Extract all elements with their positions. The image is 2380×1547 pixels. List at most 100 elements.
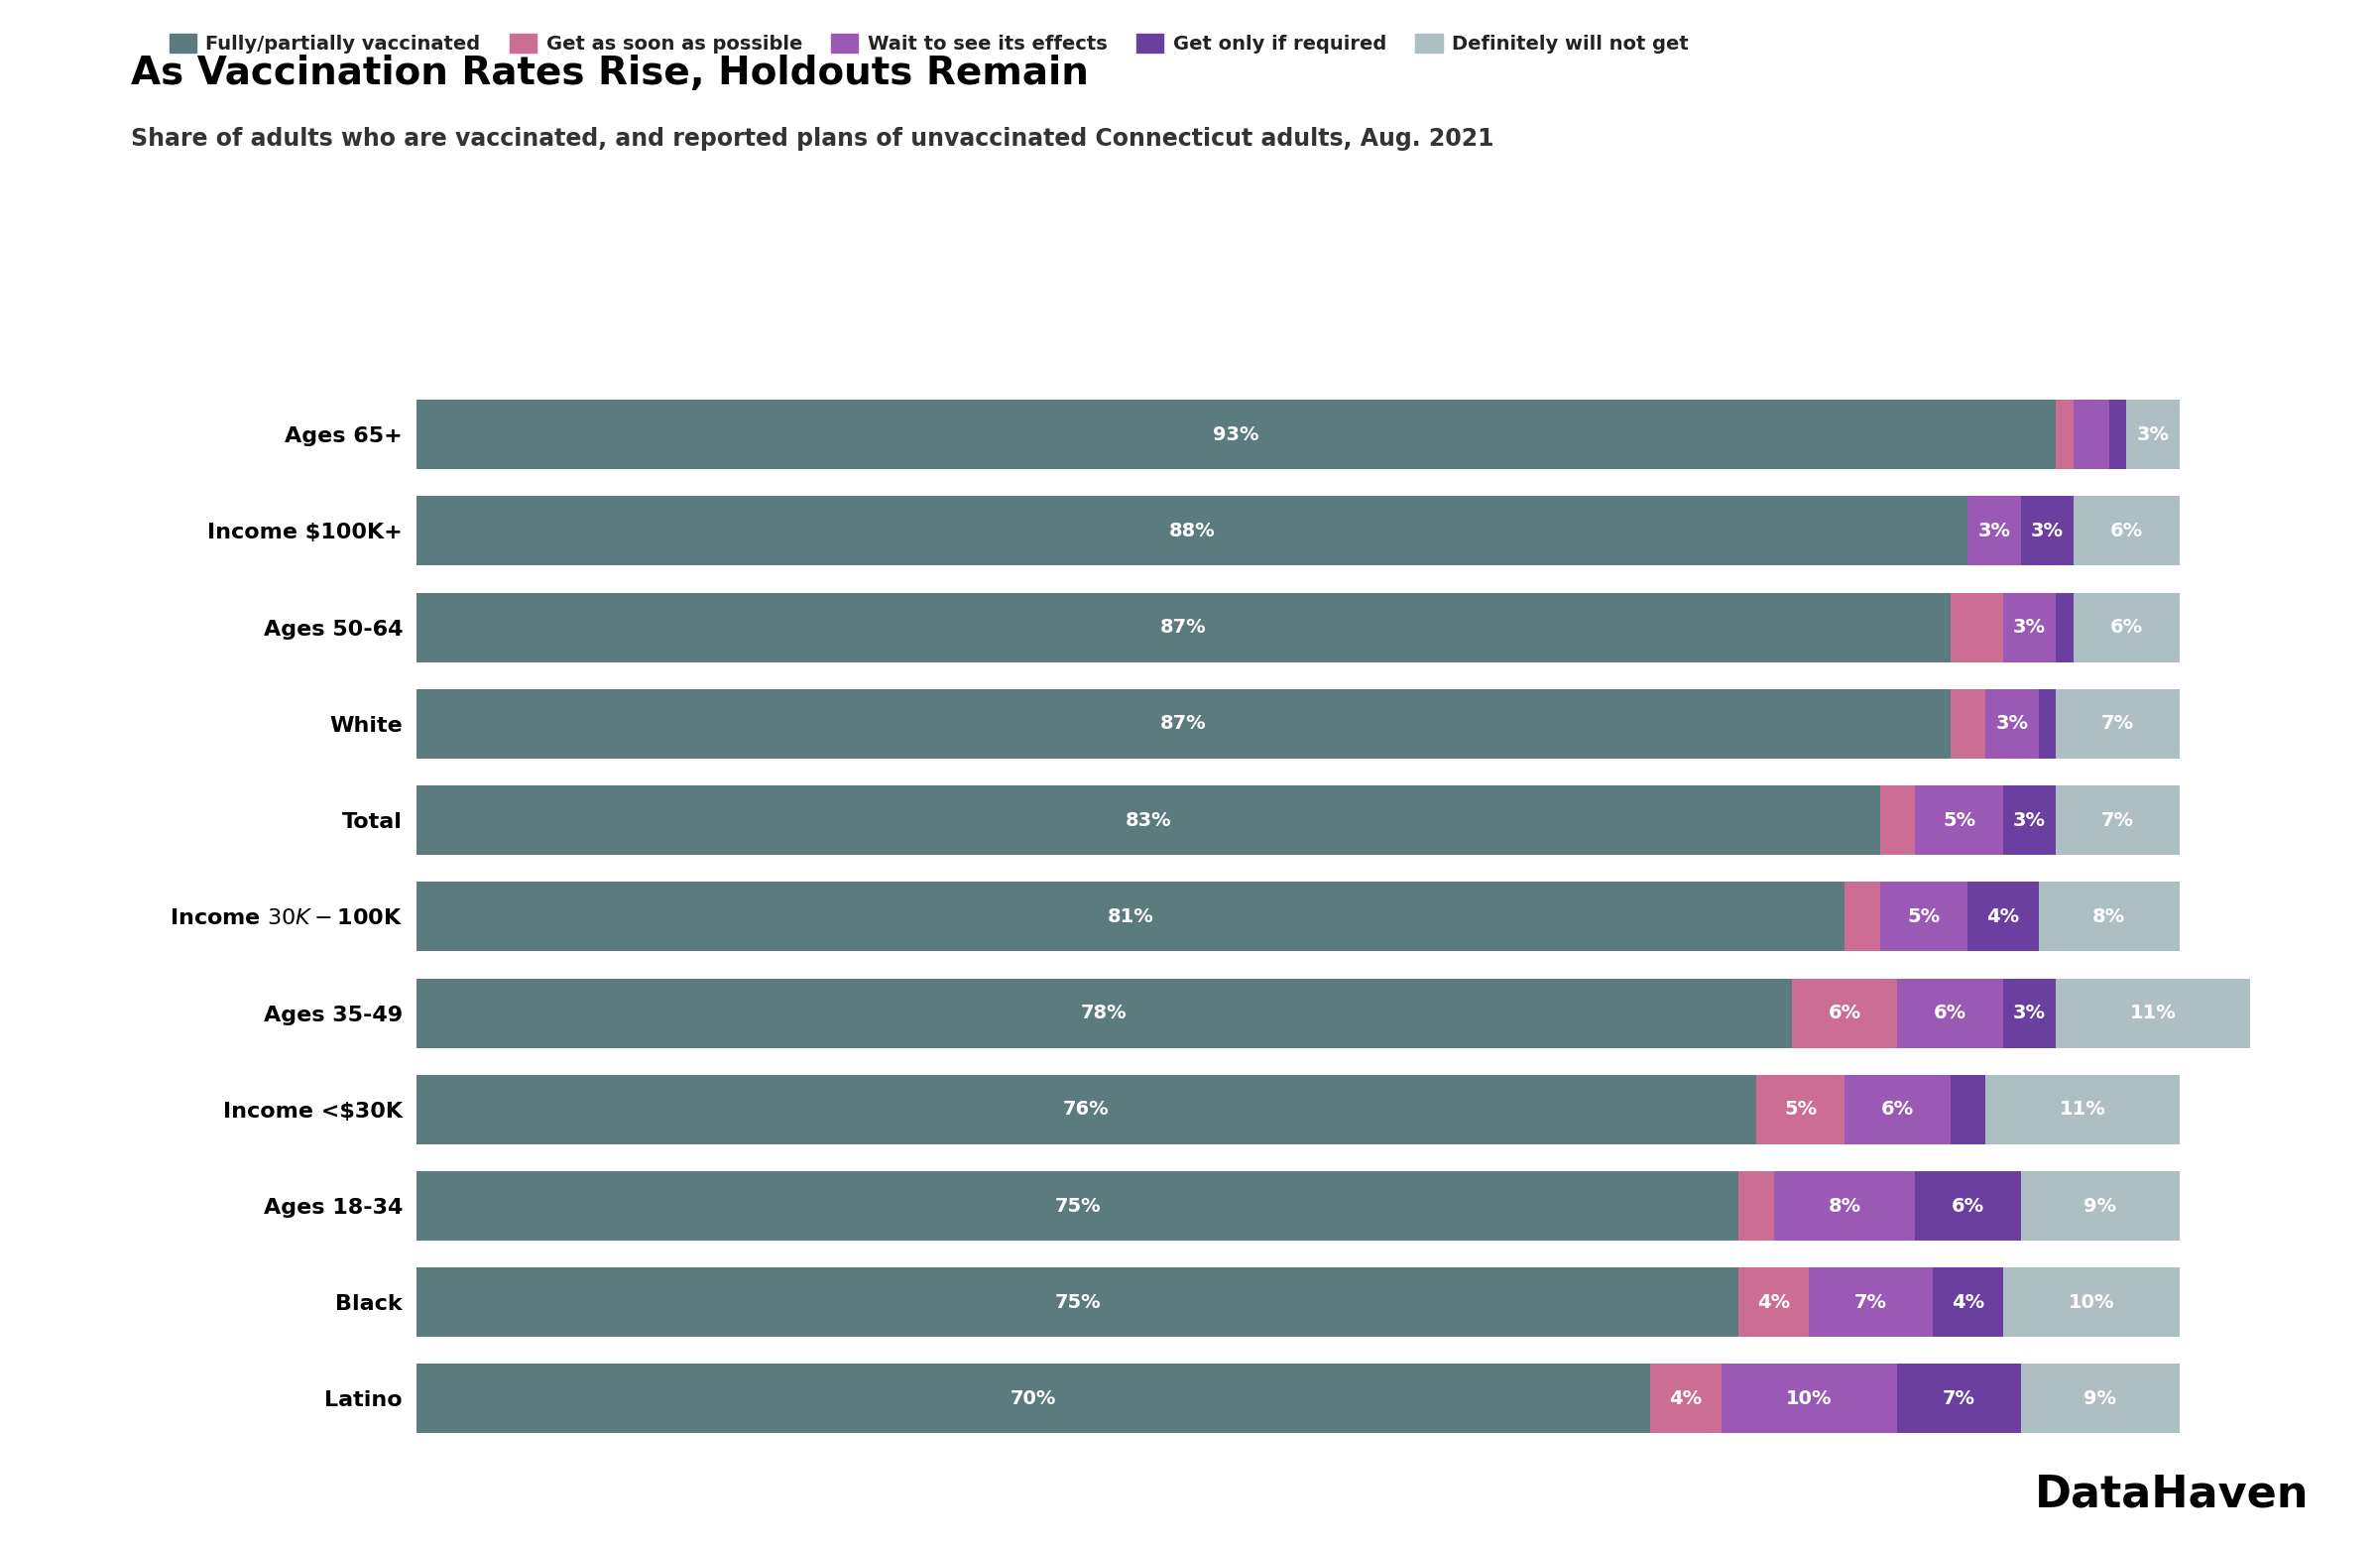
Bar — [416, 688, 1949, 758]
Text: 3%: 3% — [2030, 521, 2063, 540]
Bar — [1985, 688, 2037, 758]
Legend: Fully/partially vaccinated, Get as soon as possible, Wait to see its effects, Ge: Fully/partially vaccinated, Get as soon … — [169, 34, 1690, 54]
Bar — [1773, 1171, 1916, 1241]
Bar — [1844, 1075, 1949, 1145]
Bar — [1721, 1364, 1897, 1434]
Bar — [2021, 1171, 2180, 1241]
Bar — [1916, 786, 2004, 855]
Text: 11%: 11% — [2130, 1004, 2175, 1023]
Text: 7%: 7% — [1854, 1293, 1887, 1312]
Bar — [416, 593, 1949, 662]
Bar — [416, 497, 1968, 566]
Text: 3%: 3% — [2013, 617, 2047, 637]
Bar — [416, 1267, 1740, 1337]
Bar — [1880, 786, 1916, 855]
Bar — [2073, 593, 2180, 662]
Text: 3%: 3% — [2013, 1004, 2047, 1023]
Text: 11%: 11% — [2059, 1100, 2106, 1118]
Bar — [2056, 688, 2180, 758]
Bar — [2056, 399, 2073, 469]
Text: 6%: 6% — [1828, 1004, 1861, 1023]
Text: 88%: 88% — [1169, 521, 1216, 540]
Bar — [1880, 882, 1968, 951]
Text: 5%: 5% — [1785, 1100, 1816, 1118]
Text: 3%: 3% — [1994, 715, 2028, 733]
Text: 78%: 78% — [1081, 1004, 1128, 1023]
Bar — [1809, 1267, 1933, 1337]
Bar — [1897, 978, 2004, 1047]
Bar — [2128, 399, 2180, 469]
Bar — [2073, 497, 2180, 566]
Bar — [2056, 978, 2249, 1047]
Text: 87%: 87% — [1161, 617, 1207, 637]
Bar — [1740, 1267, 1809, 1337]
Text: 93%: 93% — [1214, 425, 1259, 444]
Bar — [2037, 688, 2056, 758]
Bar — [416, 1171, 1740, 1241]
Text: 83%: 83% — [1126, 811, 1171, 829]
Text: 6%: 6% — [2111, 617, 2142, 637]
Text: 5%: 5% — [1942, 811, 1975, 829]
Bar — [2021, 497, 2073, 566]
Text: 9%: 9% — [2085, 1196, 2116, 1216]
Bar — [416, 399, 2056, 469]
Bar — [416, 1364, 1652, 1434]
Bar — [1652, 1364, 1721, 1434]
Text: 3%: 3% — [2137, 425, 2171, 444]
Text: 81%: 81% — [1107, 907, 1154, 927]
Bar — [1844, 882, 1880, 951]
Text: 4%: 4% — [1756, 1293, 1790, 1312]
Text: 7%: 7% — [1942, 1389, 1975, 1408]
Bar — [1968, 497, 2021, 566]
Text: 10%: 10% — [2068, 1293, 2113, 1312]
Bar — [1897, 1364, 2021, 1434]
Text: 6%: 6% — [1880, 1100, 1914, 1118]
Text: 76%: 76% — [1064, 1100, 1109, 1118]
Text: 7%: 7% — [2102, 715, 2135, 733]
Bar — [2004, 786, 2056, 855]
Bar — [1949, 688, 1985, 758]
Text: 9%: 9% — [2085, 1389, 2116, 1408]
Text: As Vaccination Rates Rise, Holdouts Remain: As Vaccination Rates Rise, Holdouts Rema… — [131, 54, 1088, 91]
Text: 7%: 7% — [2102, 811, 2135, 829]
Text: 70%: 70% — [1012, 1389, 1057, 1408]
Bar — [2004, 593, 2056, 662]
Bar — [1985, 1075, 2180, 1145]
Bar — [416, 978, 1792, 1047]
Text: DataHaven: DataHaven — [2035, 1473, 2309, 1516]
Bar — [1916, 1171, 2021, 1241]
Bar — [1756, 1075, 1845, 1145]
Text: 87%: 87% — [1161, 715, 1207, 733]
Text: 8%: 8% — [1828, 1196, 1861, 1216]
Bar — [1949, 593, 2004, 662]
Bar — [2056, 786, 2180, 855]
Bar — [2004, 978, 2056, 1047]
Text: 5%: 5% — [1906, 907, 1940, 927]
Bar — [2037, 882, 2180, 951]
Bar — [1949, 1075, 1985, 1145]
Text: 3%: 3% — [1978, 521, 2011, 540]
Text: 4%: 4% — [1668, 1389, 1702, 1408]
Bar — [1968, 882, 2037, 951]
Bar — [416, 786, 1880, 855]
Text: 75%: 75% — [1054, 1293, 1100, 1312]
Bar — [416, 882, 1845, 951]
Text: 8%: 8% — [2092, 907, 2125, 927]
Bar — [1740, 1171, 1773, 1241]
Text: 3%: 3% — [2013, 811, 2047, 829]
Text: 4%: 4% — [1987, 907, 2021, 927]
Bar — [2021, 1364, 2180, 1434]
Text: 75%: 75% — [1054, 1196, 1100, 1216]
Text: 6%: 6% — [2111, 521, 2142, 540]
Bar — [2056, 593, 2073, 662]
Text: 10%: 10% — [1785, 1389, 1833, 1408]
Bar — [2073, 399, 2109, 469]
Bar — [416, 1075, 1756, 1145]
Bar — [1933, 1267, 2004, 1337]
Text: 6%: 6% — [1935, 1004, 1966, 1023]
Bar — [2004, 1267, 2180, 1337]
Text: Share of adults who are vaccinated, and reported plans of unvaccinated Connectic: Share of adults who are vaccinated, and … — [131, 127, 1495, 150]
Text: 6%: 6% — [1952, 1196, 1985, 1216]
Bar — [1792, 978, 1897, 1047]
Text: 4%: 4% — [1952, 1293, 1985, 1312]
